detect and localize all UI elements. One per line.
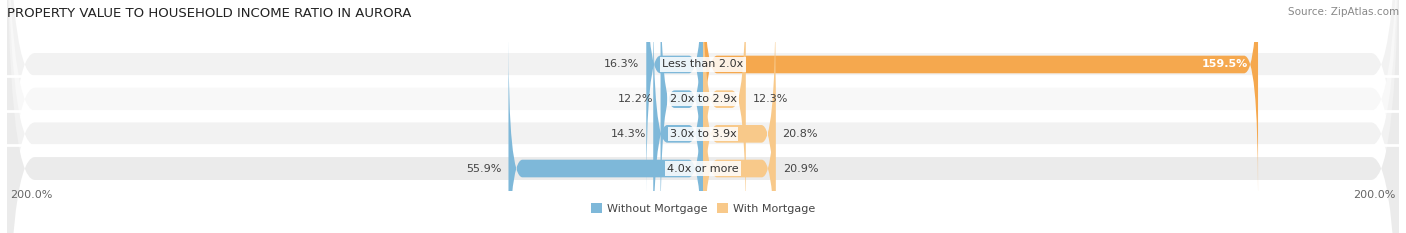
Text: Source: ZipAtlas.com: Source: ZipAtlas.com xyxy=(1288,7,1399,17)
Text: PROPERTY VALUE TO HOUSEHOLD INCOME RATIO IN AURORA: PROPERTY VALUE TO HOUSEHOLD INCOME RATIO… xyxy=(7,7,412,20)
FancyBboxPatch shape xyxy=(703,0,1258,194)
FancyBboxPatch shape xyxy=(703,4,775,233)
FancyBboxPatch shape xyxy=(647,0,703,194)
Text: 200.0%: 200.0% xyxy=(10,190,53,200)
FancyBboxPatch shape xyxy=(661,0,703,229)
FancyBboxPatch shape xyxy=(7,0,1399,233)
Text: 2.0x to 2.9x: 2.0x to 2.9x xyxy=(669,94,737,104)
FancyBboxPatch shape xyxy=(7,0,1399,233)
Text: 4.0x or more: 4.0x or more xyxy=(668,164,738,174)
Text: 12.2%: 12.2% xyxy=(619,94,654,104)
Text: 14.3%: 14.3% xyxy=(610,129,647,139)
Text: 159.5%: 159.5% xyxy=(1201,59,1247,69)
Text: 20.8%: 20.8% xyxy=(782,129,818,139)
Legend: Without Mortgage, With Mortgage: Without Mortgage, With Mortgage xyxy=(586,199,820,218)
Text: 12.3%: 12.3% xyxy=(752,94,789,104)
Text: 20.9%: 20.9% xyxy=(783,164,818,174)
FancyBboxPatch shape xyxy=(509,39,703,233)
Text: 3.0x to 3.9x: 3.0x to 3.9x xyxy=(669,129,737,139)
Text: Less than 2.0x: Less than 2.0x xyxy=(662,59,744,69)
FancyBboxPatch shape xyxy=(7,0,1399,233)
FancyBboxPatch shape xyxy=(703,39,776,233)
Text: 55.9%: 55.9% xyxy=(467,164,502,174)
FancyBboxPatch shape xyxy=(703,0,745,229)
Text: 16.3%: 16.3% xyxy=(605,59,640,69)
Text: 200.0%: 200.0% xyxy=(1353,190,1396,200)
FancyBboxPatch shape xyxy=(654,4,703,233)
FancyBboxPatch shape xyxy=(7,0,1399,233)
